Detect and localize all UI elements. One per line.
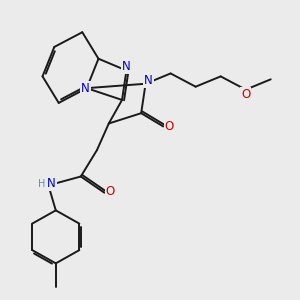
Text: O: O — [106, 185, 115, 198]
Text: N: N — [47, 177, 56, 190]
Text: N: N — [144, 74, 153, 87]
Text: N: N — [81, 82, 90, 95]
Text: O: O — [241, 88, 250, 101]
Text: N: N — [122, 60, 131, 73]
Text: O: O — [164, 120, 174, 133]
Text: H: H — [38, 179, 46, 189]
